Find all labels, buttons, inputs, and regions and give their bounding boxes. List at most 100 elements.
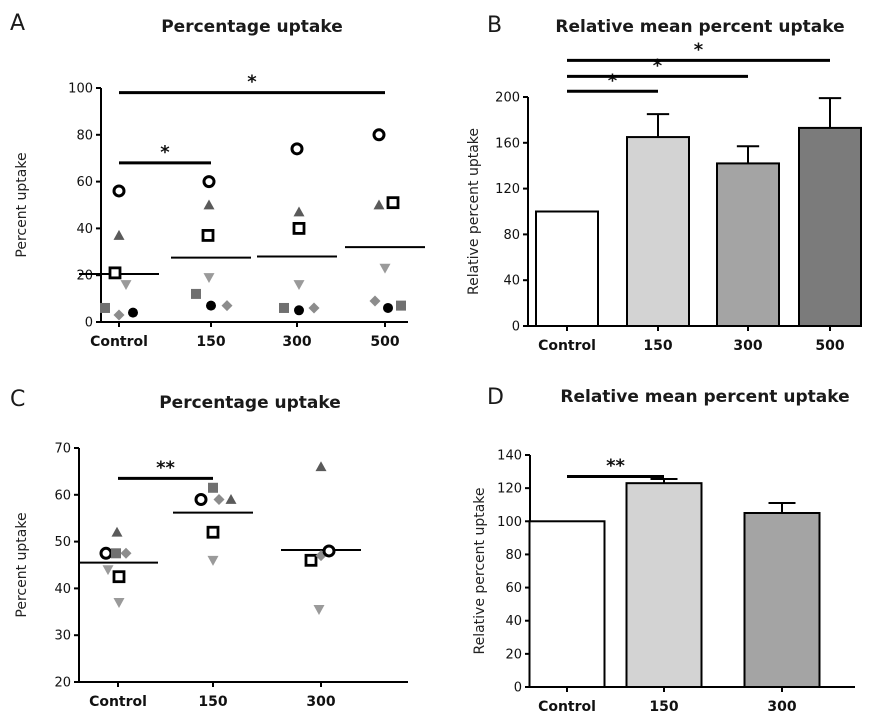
y-tick-label: 160 [495,136,520,151]
y-tick-label: 100 [497,515,522,530]
y-axis-label: Percent uptake [14,152,30,257]
x-tick-label: 300 [282,334,311,350]
data-point [369,295,381,307]
y-tick-label: 40 [76,222,93,237]
data-point [308,302,320,314]
y-axis-label: Percent uptake [14,512,30,617]
significance-label: ** [156,457,175,478]
data-point [304,553,318,567]
x-tick-label: 150 [196,334,225,350]
chart-title: Relative mean percent uptake [555,17,844,37]
bar [528,520,606,688]
x-tick-label: 300 [733,338,762,354]
x-tick-label: 300 [306,694,335,710]
data-point [207,555,219,566]
data-point [293,206,305,217]
data-point [191,288,201,299]
data-point [221,300,233,312]
data-point [201,229,215,242]
chart-panel-d: 0 20 40 60 80 100 120 140 Control 150 300 Relative … [472,385,855,711]
data-point [99,546,113,560]
significance-label: * [247,72,257,93]
y-tick-label: 80 [505,548,522,563]
data-point [293,280,305,291]
x-tick-label: Control [90,334,148,350]
data-point [372,128,386,142]
panel-label: D [487,385,504,410]
bar [625,482,703,688]
y-tick-label: 120 [495,182,520,197]
bar [716,162,780,327]
chart-panel-b: 0 40 80 120 160 200 Control 150 300 500 Relative p… [466,13,862,354]
data-point [383,302,393,313]
data-point [194,492,208,506]
significance-label: * [160,142,170,163]
data-point [111,526,123,537]
y-tick-label: 140 [497,449,522,464]
panel-label: C [10,387,25,412]
data-point [206,300,216,311]
data-point [206,525,220,539]
x-tick-label: Control [538,338,596,354]
data-point [225,493,237,504]
data-point [294,305,304,316]
y-tick-label: 50 [54,535,71,550]
data-point [279,302,289,313]
data-point [202,175,216,189]
bar [535,210,599,327]
y-tick-label: 60 [54,488,71,503]
y-tick-label: 30 [54,629,71,644]
data-point [290,142,304,156]
data-point [386,196,400,210]
data-point [113,309,125,321]
data-point [213,493,225,505]
significance-label: * [653,55,663,76]
y-tick-label: 20 [54,676,71,691]
data-point [379,263,391,274]
y-tick-label: 0 [85,316,93,331]
x-tick-label: 300 [767,699,796,711]
data-point [396,300,406,311]
chart-title: Relative mean percent uptake [560,387,849,407]
data-point [208,482,218,493]
y-tick-label: 60 [76,175,93,190]
x-tick-label: 150 [649,699,678,711]
data-point [203,199,215,210]
y-axis-label: Relative percent uptake [472,487,488,654]
data-point [120,280,132,291]
x-tick-label: Control [538,699,596,711]
data-point [102,565,114,576]
y-axis-label: Relative percent uptake [466,128,482,295]
y-tick-label: 60 [505,581,522,596]
significance-label: ** [606,456,625,477]
x-tick-label: Control [89,694,147,710]
panel-label: A [10,11,25,36]
x-tick-label: 500 [815,338,844,354]
y-tick-label: 80 [76,128,93,143]
data-point [313,605,325,615]
data-point [315,461,327,472]
data-point [113,229,125,240]
y-tick-label: 40 [505,614,522,629]
data-point [373,199,385,210]
significance-label: * [608,70,618,91]
data-point [113,598,125,608]
data-point [203,273,215,284]
data-point [112,184,126,198]
data-point [322,544,336,558]
bar [798,126,862,328]
y-tick-label: 40 [503,274,520,289]
chart-panel-c: 20 30 40 50 60 70 Control 150 300 Percent uptake P… [10,387,408,710]
data-point [112,570,126,584]
y-tick-label: 20 [505,647,522,662]
data-point [292,221,306,235]
chart-title: Percentage uptake [161,17,343,37]
y-tick-label: 20 [76,269,93,284]
chart-title: Percentage uptake [159,393,341,413]
data-point [111,548,121,559]
y-tick-label: 200 [495,91,520,106]
significance-label: * [694,39,704,60]
chart-panel-a: 0 20 40 60 80 100 Control 150 300 500 Percent upta… [10,11,425,350]
y-tick-label: 100 [68,82,93,97]
